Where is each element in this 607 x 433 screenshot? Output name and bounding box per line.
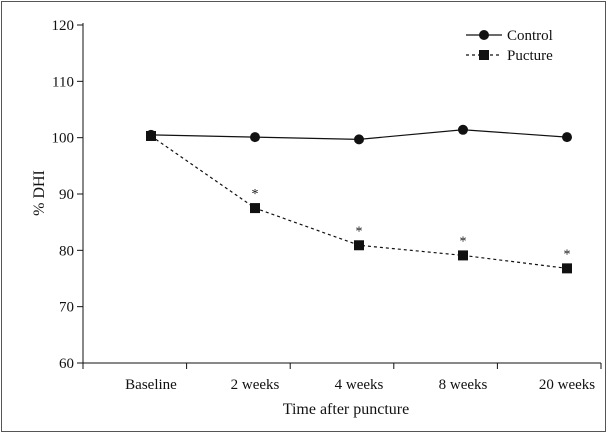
legend-label-control: Control	[507, 28, 553, 44]
y-tick-label: 120	[52, 18, 75, 34]
legend: Control Pucture	[466, 28, 553, 64]
x-ticks: Baseline 2 weeks 4 weeks 8 weeks 20 weeks	[83, 363, 601, 393]
puncture-point	[458, 250, 468, 260]
y-tick-label: 100	[52, 131, 75, 147]
significance-star: *	[460, 234, 467, 249]
x-tick-label: 2 weeks	[231, 377, 280, 393]
legend-marker-circle	[479, 30, 489, 40]
puncture-point	[562, 263, 572, 273]
x-axis-label: Time after puncture	[283, 401, 409, 418]
control-point	[458, 125, 468, 135]
significance-star: *	[356, 224, 363, 239]
control-point	[250, 132, 260, 142]
legend-label-pucture: Pucture	[507, 48, 553, 64]
series-markers	[146, 125, 572, 274]
x-tick-label: Baseline	[125, 377, 177, 393]
puncture-point	[146, 131, 156, 141]
y-tick-label: 70	[59, 300, 74, 316]
axes	[83, 23, 601, 363]
significance-annotations: * * * *	[252, 187, 571, 262]
control-point	[562, 132, 572, 142]
x-tick-label: 4 weeks	[335, 377, 384, 393]
legend-marker-square	[479, 50, 489, 60]
significance-star: *	[252, 187, 259, 202]
y-tick-label: 110	[52, 74, 74, 90]
x-tick-label: 20 weeks	[539, 377, 595, 393]
y-tick-label: 90	[59, 187, 74, 203]
y-tick-label: 60	[59, 356, 74, 372]
x-tick-label: 8 weeks	[439, 377, 488, 393]
y-ticks: 60 70 80 90 100 110 120	[52, 18, 84, 372]
y-axis-label: % DHI	[31, 170, 48, 216]
significance-star: *	[564, 247, 571, 262]
puncture-point	[354, 240, 364, 250]
control-point	[354, 134, 364, 144]
y-tick-label: 80	[59, 243, 74, 259]
puncture-point	[250, 203, 260, 213]
